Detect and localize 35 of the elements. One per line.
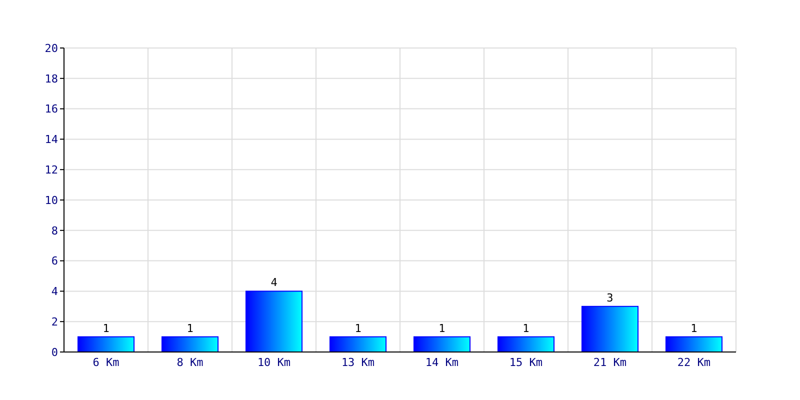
- y-tick-label: 4: [51, 285, 58, 298]
- data-label: 1: [522, 322, 530, 335]
- data-label: 1: [690, 322, 698, 335]
- y-tick-label: 2: [51, 315, 58, 328]
- y-tick-label: 20: [44, 42, 58, 55]
- bar: [581, 306, 638, 352]
- data-label: 1: [354, 322, 362, 335]
- y-tick-label: 14: [44, 133, 58, 146]
- bar: [413, 336, 471, 352]
- y-tick-label: 12: [44, 163, 58, 176]
- x-tick-label: 14 Km: [425, 356, 459, 369]
- bar: [162, 336, 219, 352]
- x-tick-label: 15 Km: [509, 356, 543, 369]
- x-tick-label: 8 Km: [176, 356, 204, 369]
- data-label: 1: [186, 322, 194, 335]
- y-tick-label: 0: [51, 346, 58, 359]
- y-tick-label: 16: [44, 102, 58, 116]
- bar: [665, 336, 722, 352]
- x-tick-label: 22 Km: [677, 356, 711, 369]
- x-tick-label: 21 Km: [593, 356, 627, 369]
- x-tick-label: 6 Km: [92, 356, 120, 369]
- y-tick-label: 8: [51, 224, 58, 238]
- data-label: 4: [270, 276, 278, 290]
- bar: [78, 336, 135, 352]
- data-label: 1: [438, 322, 446, 335]
- x-tick-label: 13 Km: [341, 356, 375, 369]
- bar: [497, 336, 555, 352]
- data-label: 3: [606, 291, 614, 304]
- y-tick-label: 6: [51, 254, 58, 268]
- y-tick-label: 18: [44, 72, 58, 86]
- x-tick-label: 10 Km: [257, 356, 291, 369]
- bar: [245, 290, 303, 352]
- bar: [329, 336, 387, 352]
- data-label: 1: [102, 322, 110, 335]
- y-tick-label: 10: [44, 194, 58, 207]
